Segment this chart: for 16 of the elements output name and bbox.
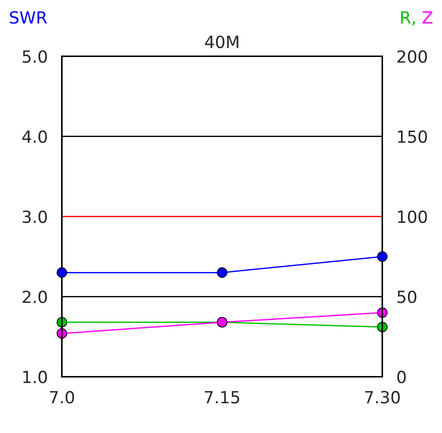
x-tick-label: 7.30 (365, 390, 400, 404)
y-tick-label: 4.0 (22, 130, 47, 143)
y-tick-label: 5.0 (22, 50, 47, 63)
y2-tick-label: 0 (397, 370, 406, 384)
y2-tick-label: 50 (398, 290, 416, 304)
y-tick-label: 2.0 (22, 290, 47, 304)
x-tick-label: 7.0 (50, 390, 74, 404)
y-tick-label: 3.0 (22, 210, 47, 224)
y2-tick-label: 200 (397, 50, 427, 63)
y-tick-label: 1.0 (23, 370, 47, 384)
x-tick-label: 7.15 (204, 391, 240, 404)
y2-tick-label: 100 (398, 210, 427, 224)
y-axis-title: SWR (10, 11, 47, 24)
y2-tick-label: 150 (398, 130, 427, 143)
chart-title: 40M (205, 36, 238, 48)
y2-axis-title: R, Z (401, 11, 432, 26)
